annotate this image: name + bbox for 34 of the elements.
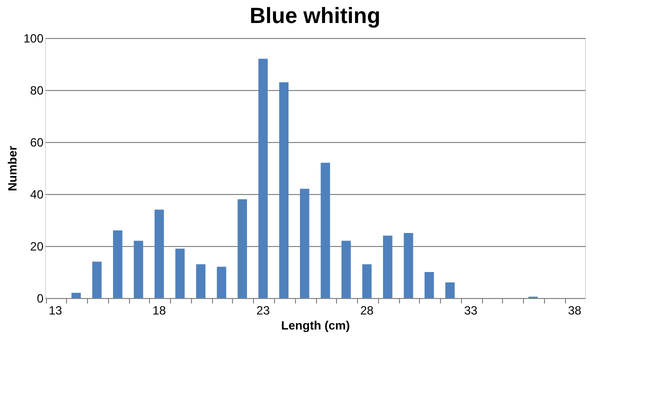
y-tick-label: 20 [30,240,44,254]
bar [196,264,206,298]
bar [154,210,164,298]
bar [258,58,268,298]
y-tick-label: 60 [30,136,44,150]
x-tick-label: 33 [464,304,478,318]
chart-title: Blue whiting [250,3,380,28]
bar [341,240,351,298]
bar [175,248,185,298]
bar [404,233,414,298]
bar [445,282,455,298]
x-tick-label: 13 [48,304,62,318]
bar [383,236,392,298]
bar [300,188,310,298]
y-tick-label: 100 [23,32,44,46]
bar [238,199,247,298]
bar [134,240,144,298]
bar [113,230,122,298]
bar [362,264,372,298]
bar [279,82,289,298]
y-tick-label: 0 [36,292,44,306]
x-tick-label: 23 [256,304,270,318]
x-axis-title: Length (cm) [281,318,350,332]
y-tick-label: 80 [30,84,44,98]
bar [92,262,102,298]
x-tick-label: 18 [152,304,166,318]
bar [320,162,330,298]
bar [216,266,226,298]
x-tick-label: 28 [360,304,374,318]
bar [71,292,81,298]
bar [424,272,434,298]
x-tick-label: 38 [568,304,582,318]
y-tick-label: 40 [30,188,44,202]
y-axis-title: Number [5,146,20,192]
